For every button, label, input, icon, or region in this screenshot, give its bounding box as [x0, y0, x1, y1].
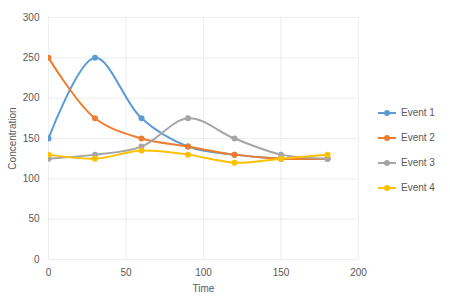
- svg-text:150: 150: [23, 133, 40, 144]
- html-text:Event 4: Event 4: [401, 182, 435, 193]
- svg-text:0: 0: [34, 254, 40, 265]
- html-text:Event 3: Event 3: [401, 157, 435, 168]
- svg-text:50: 50: [120, 267, 132, 278]
- svg-text:100: 100: [23, 173, 40, 184]
- svg-text:250: 250: [23, 52, 40, 63]
- svg-text:200: 200: [350, 267, 367, 278]
- svg-text:50: 50: [28, 213, 40, 224]
- svg-text:150: 150: [273, 267, 290, 278]
- html-text:Event 2: Event 2: [401, 132, 435, 143]
- svg-text:200: 200: [23, 92, 40, 103]
- svg-text:Time: Time: [193, 283, 215, 294]
- svg-text:0: 0: [46, 267, 52, 278]
- svg-text:Concentration: Concentration: [7, 107, 18, 169]
- svg-text:100: 100: [195, 267, 212, 278]
- svg-text:300: 300: [23, 12, 40, 23]
- html-text:Event 1: Event 1: [401, 107, 435, 118]
